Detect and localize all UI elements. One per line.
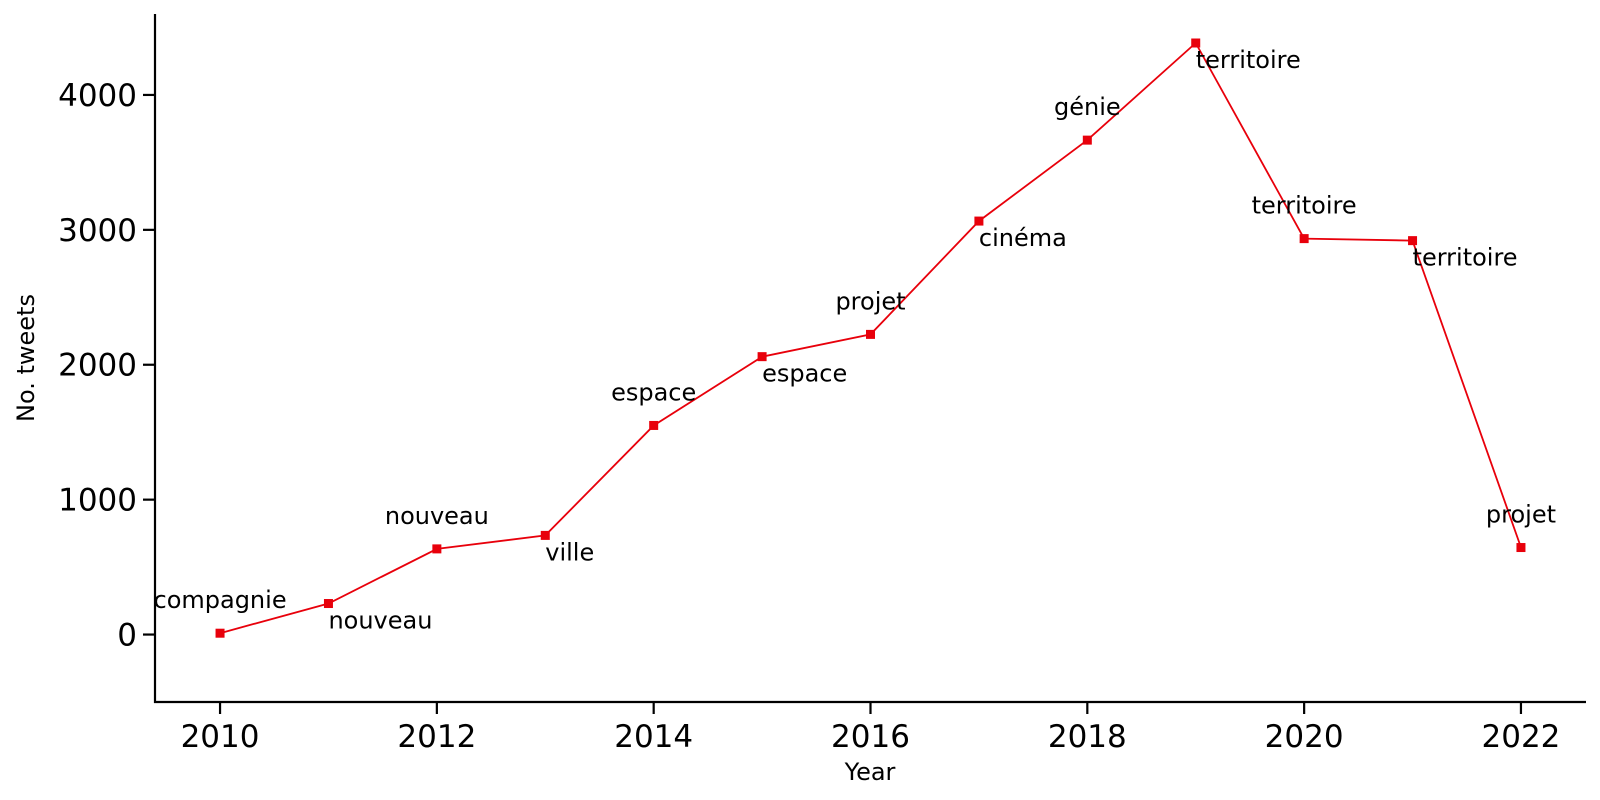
annotation-label-2022: projet (1486, 501, 1556, 529)
annotation-label-2021: territoire (1413, 244, 1518, 272)
annotation-label-2018: génie (1054, 93, 1121, 121)
annotation-label-2019: territoire (1196, 46, 1301, 74)
y-tick-label: 0 (117, 618, 137, 654)
annotation-label-2012: nouveau (385, 502, 489, 530)
data-point-2022 (1516, 543, 1526, 553)
data-point-2010 (215, 628, 225, 638)
data-point-2018 (1082, 135, 1092, 145)
annotation-label-2015: espace (762, 360, 847, 388)
x-axis-title: Year (844, 758, 896, 786)
x-tick-label: 2012 (397, 719, 476, 755)
x-tick-label: 2014 (614, 719, 693, 755)
y-tick-label: 3000 (58, 213, 137, 249)
data-point-2014 (649, 420, 659, 430)
annotations: compagnie nouveau nouveau ville espace espace… (154, 46, 1557, 635)
data-point-2020 (1299, 234, 1309, 244)
y-tick-label: 1000 (58, 483, 137, 519)
x-tick-label: 2010 (181, 719, 260, 755)
annotation-label-2010: compagnie (154, 586, 287, 614)
x-tick-label: 2020 (1265, 719, 1344, 755)
x-tick-label: 2018 (1048, 719, 1127, 755)
x-tick-label: 2016 (831, 719, 910, 755)
y-axis-title: No. tweets (12, 294, 40, 422)
annotation-label-2011: nouveau (328, 607, 432, 635)
axes (153, 14, 1586, 704)
annotation-label-2013: ville (545, 538, 594, 566)
annotation-label-2016: projet (835, 287, 905, 315)
data-point-2016 (866, 329, 875, 339)
data-point-2011 (323, 599, 333, 609)
annotation-label-2014: espace (611, 378, 696, 406)
data-point-2013 (540, 530, 550, 540)
x-ticks: 2010 2012 2014 2016 2018 2020 2022 (181, 702, 1561, 755)
x-tick-label: 2022 (1482, 719, 1561, 755)
data-point-2012 (432, 544, 442, 554)
data-point-2021 (1408, 236, 1418, 246)
annotation-label-2017: cinéma (979, 224, 1067, 252)
annotation-label-2020: territoire (1252, 192, 1357, 220)
data-point-2015 (757, 352, 767, 362)
data-points (215, 38, 1526, 638)
y-tick-label: 2000 (58, 348, 137, 384)
y-tick-label: 4000 (58, 78, 137, 114)
data-point-2017 (974, 216, 984, 226)
y-ticks: 0 1000 2000 3000 4000 (58, 78, 155, 654)
data-point-2019 (1191, 38, 1201, 48)
